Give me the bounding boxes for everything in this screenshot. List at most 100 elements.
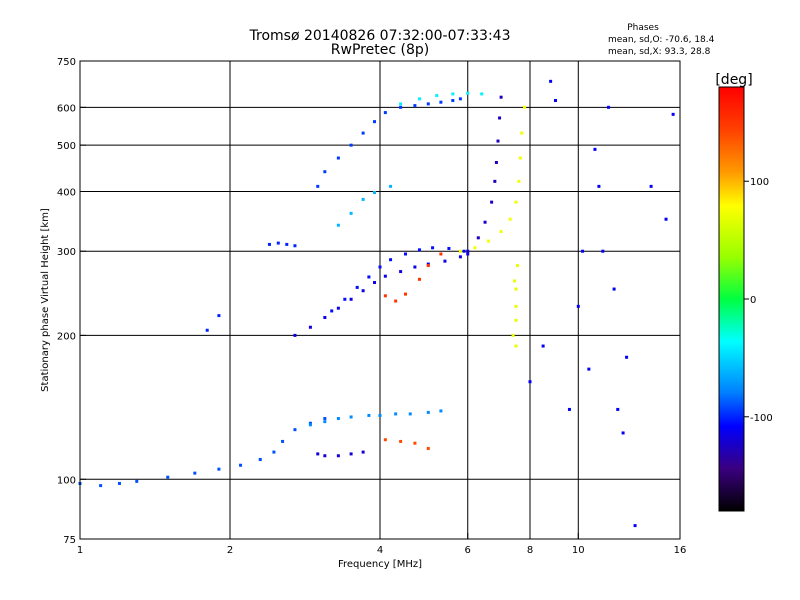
data-point: [193, 471, 197, 475]
data-point: [336, 156, 340, 160]
data-points: [78, 79, 675, 528]
phase-stats-x: mean, sd,X: 93.3, 28.8: [608, 47, 711, 57]
data-point: [217, 314, 221, 318]
data-point: [205, 328, 209, 332]
data-point: [514, 344, 518, 348]
data-point: [408, 412, 412, 416]
data-point: [323, 420, 327, 424]
data-point: [399, 270, 403, 274]
data-point: [567, 407, 571, 411]
data-point: [581, 249, 585, 253]
data-point: [499, 229, 503, 233]
x-tick-label: 8: [527, 545, 533, 556]
data-point: [323, 170, 327, 174]
data-point: [383, 438, 387, 442]
data-point: [587, 367, 591, 371]
data-point: [499, 95, 503, 99]
data-point: [523, 105, 527, 109]
data-point: [281, 439, 285, 443]
data-point: [316, 452, 320, 456]
data-point: [480, 92, 484, 96]
data-point: [576, 304, 580, 308]
data-point: [633, 524, 637, 528]
data-point: [343, 297, 347, 301]
data-point: [378, 413, 382, 417]
data-point: [293, 428, 297, 432]
data-point: [308, 423, 312, 427]
data-point: [439, 252, 443, 256]
data-point: [458, 97, 462, 101]
data-point: [431, 246, 435, 250]
y-tick-label: 400: [57, 187, 76, 198]
data-point: [513, 279, 517, 283]
data-point: [336, 223, 340, 227]
y-tick-label: 200: [57, 331, 76, 342]
data-point: [394, 299, 398, 303]
x-axis-label: Frequency [MHz]: [338, 559, 422, 570]
colorbar: [718, 86, 745, 512]
data-point: [323, 315, 327, 319]
data-point: [664, 217, 668, 221]
data-point: [349, 211, 353, 215]
data-point: [394, 412, 398, 416]
data-point: [217, 467, 221, 471]
data-point: [671, 112, 675, 116]
data-point: [417, 248, 421, 252]
data-point: [494, 160, 498, 164]
data-point: [553, 99, 557, 103]
data-point: [276, 241, 280, 245]
data-point: [621, 431, 625, 435]
data-point: [383, 274, 387, 278]
data-point: [361, 289, 365, 293]
data-point: [239, 463, 243, 467]
chart-subtitle: RwPretec (8p): [331, 42, 429, 58]
data-point: [399, 102, 403, 106]
data-point: [458, 249, 462, 253]
data-point: [367, 275, 371, 279]
data-point: [316, 184, 320, 188]
data-point: [508, 217, 512, 221]
data-point: [378, 265, 382, 269]
data-point: [486, 239, 490, 243]
data-point: [514, 318, 518, 322]
data-point: [541, 344, 545, 348]
phase-stats-o: mean, sd,O: -70.6, 18.4: [608, 35, 715, 45]
data-point: [451, 92, 455, 96]
data-point: [462, 249, 466, 253]
data-point: [528, 380, 532, 384]
data-point: [514, 304, 518, 308]
data-point: [435, 94, 439, 98]
data-point: [514, 200, 518, 204]
data-point: [293, 333, 297, 337]
data-point: [323, 417, 327, 421]
data-point: [518, 156, 522, 160]
x-tick-label: 10: [572, 545, 585, 556]
data-point: [355, 285, 359, 289]
data-point: [597, 184, 601, 188]
data-point: [166, 475, 170, 479]
data-point: [389, 184, 393, 188]
colorbar-tick-label: 100: [750, 177, 769, 188]
data-point: [515, 264, 519, 268]
data-point: [293, 244, 297, 248]
data-point: [443, 259, 447, 263]
data-point: [593, 147, 597, 151]
data-point: [649, 184, 653, 188]
data-point: [496, 139, 500, 143]
data-point: [349, 415, 353, 419]
data-point: [403, 252, 407, 256]
y-tick-label: 750: [57, 57, 76, 68]
data-point: [601, 249, 605, 253]
data-point: [361, 450, 365, 454]
data-point: [285, 242, 289, 246]
data-point: [625, 355, 629, 359]
x-tick-label: 16: [674, 545, 687, 556]
data-point: [473, 246, 477, 250]
data-point: [447, 246, 451, 250]
data-point: [349, 452, 353, 456]
colorbar-tick-label: 0: [750, 295, 756, 306]
colorbar-tick-label: -100: [750, 413, 773, 424]
data-point: [439, 409, 443, 413]
y-axis-label: Stationary phase Virtual Height [km]: [40, 208, 51, 392]
data-point: [308, 421, 312, 425]
